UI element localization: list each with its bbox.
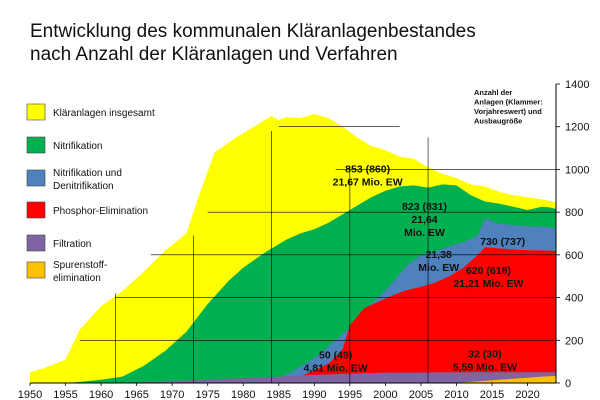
x-tick-label: 2010 <box>444 389 468 400</box>
data-label-1: 21,67 Mio. EW <box>333 177 403 189</box>
legend-swatch-5 <box>26 234 46 252</box>
data-label-7: 5,59 Mio. EW <box>453 361 517 373</box>
x-tick-label: 1975 <box>195 389 219 400</box>
data-label-2: 21,64 <box>411 214 437 226</box>
legend-swatch-3 <box>26 169 46 187</box>
x-tick-label: 2000 <box>373 389 397 400</box>
y-tick-label: 1200 <box>565 122 589 134</box>
legend-swatch-1 <box>26 103 46 121</box>
data-label-4: Mio. EW <box>418 262 459 274</box>
x-tick-label: 1970 <box>160 389 184 400</box>
note-line: Anlagen (Klammer: <box>474 98 543 107</box>
legend-label-6: elimination <box>53 273 101 284</box>
y-axis-ticks: 0 200 400 600 800 1000 1200 1400 <box>556 79 589 390</box>
legend-label-3: Denitrifikation <box>53 181 114 192</box>
chart-areas <box>30 113 556 384</box>
data-label-5: 620 (618) <box>466 265 511 277</box>
x-tick-label: 1980 <box>231 389 255 400</box>
legend-swatch-2 <box>26 136 46 154</box>
note-line: Anzahl der <box>474 88 512 97</box>
area-series-5 <box>30 372 556 383</box>
data-label-6: 50 (49) <box>319 349 352 361</box>
x-tick-label: 2020 <box>515 389 539 400</box>
data-label-2: 823 (831) <box>402 201 447 213</box>
x-tick-label: 1995 <box>338 389 362 400</box>
legend-label-1: Kläranlagen insgesamt <box>53 108 155 119</box>
chart-axes <box>30 84 557 384</box>
y-tick-label: 200 <box>565 335 583 347</box>
area-series-4 <box>30 247 556 383</box>
y-tick-label: 600 <box>565 250 583 262</box>
legend-label-4: Phosphor-Elimination <box>53 206 148 217</box>
data-label-7: 32 (30) <box>468 348 501 360</box>
x-axis-ticks: 1950 1955 1960 1965 1970 1975 1980 1985 1990 1995… <box>18 383 540 400</box>
note-line: Ausbaugröße <box>474 117 522 126</box>
x-tick-label: 2005 <box>409 389 433 400</box>
y-tick-label: 0 <box>565 378 571 390</box>
data-label-2: Mio. EW <box>404 227 445 239</box>
area-series-6 <box>30 376 556 383</box>
legend-label-3: Nitrifikation und <box>53 168 122 179</box>
y-tick-label: 400 <box>565 293 583 305</box>
x-tick-label: 1960 <box>89 389 113 400</box>
data-label-6: 4,81 Mio. EW <box>304 362 368 374</box>
y-tick-label: 1000 <box>565 164 589 176</box>
chart-title-line-2: nach Anzahl der Kläranlagen und Verfahre… <box>30 44 398 65</box>
legend-swatch-4 <box>26 201 46 219</box>
x-tick-label: 1990 <box>302 389 326 400</box>
legend-label-5: Filtration <box>53 239 91 250</box>
data-label-5: 21,21 Mio. EW <box>453 278 523 290</box>
legend-label-6: Spurenstoff- <box>53 260 107 271</box>
y-tick-label: 800 <box>565 207 583 219</box>
note-line: Vorjahreswert) und <box>474 107 542 116</box>
x-tick-label: 1950 <box>18 389 42 400</box>
x-tick-label: 1955 <box>53 389 77 400</box>
x-tick-label: 1985 <box>267 389 291 400</box>
data-label-3: 730 (737) <box>480 236 525 248</box>
x-tick-label: 2015 <box>480 389 504 400</box>
chart-gridlines <box>79 126 556 383</box>
legend-swatch-6 <box>26 261 46 279</box>
legend-label-2: Nitrifikation <box>53 141 102 152</box>
chart-title-line-1: Entwicklung des kommunalen Kläranlagenbe… <box>30 21 476 42</box>
data-label-1: 853 (860) <box>345 164 390 176</box>
data-label-4: 21,38 <box>426 249 452 261</box>
x-tick-label: 1965 <box>124 389 148 400</box>
chart-legend: Kläranlagen insgesamt Nitrifikation Nitrif… <box>26 103 155 284</box>
y-tick-label: 1400 <box>565 79 589 91</box>
